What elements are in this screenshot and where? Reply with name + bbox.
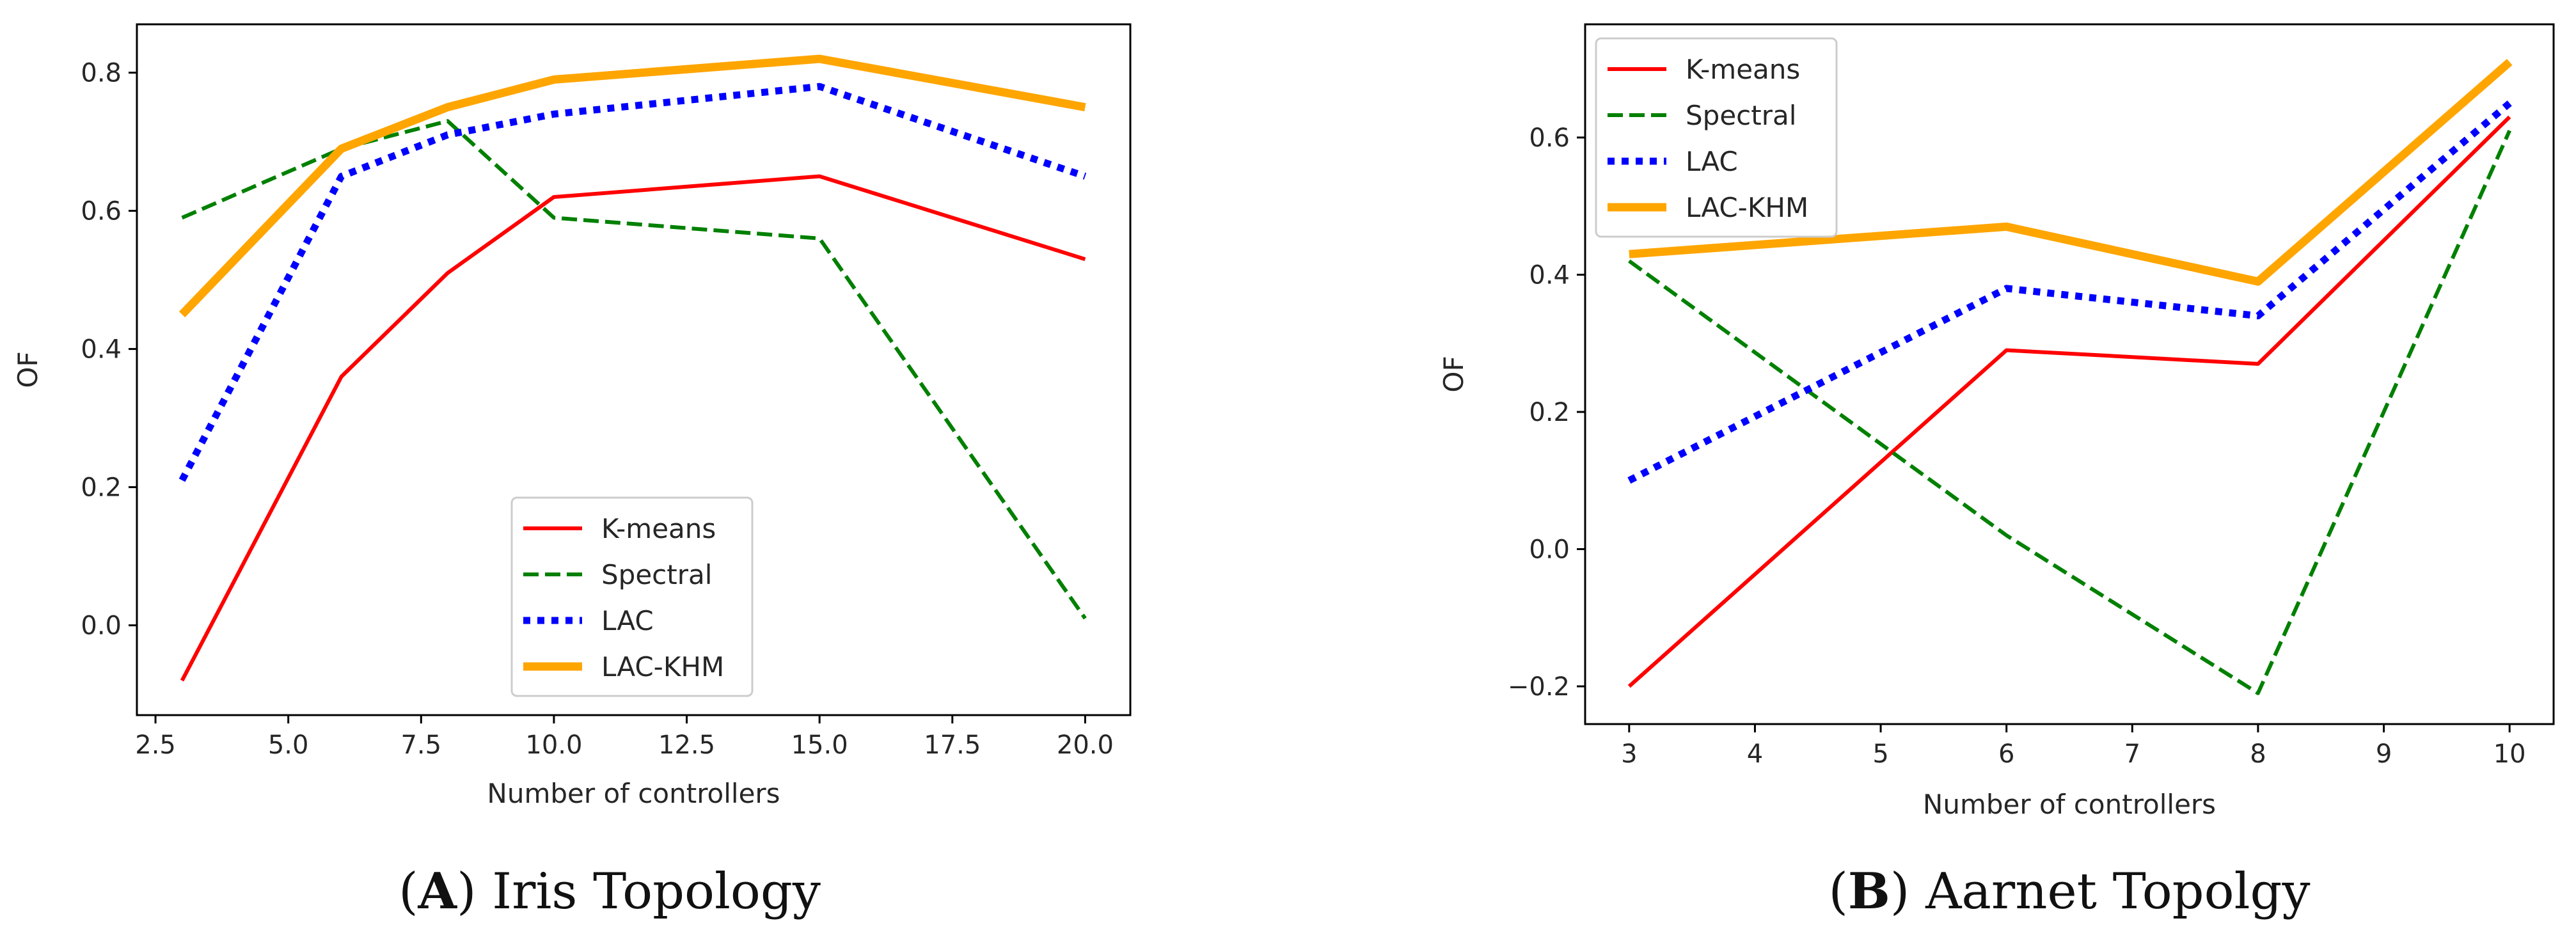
legend: K-means Spectral LAC LAC-KHM — [1595, 37, 1838, 238]
legend-box — [510, 496, 754, 697]
y-tick-label: 0.4 — [1529, 260, 1570, 290]
axes-frame — [1584, 23, 2555, 725]
figure-caption: (A) Iris Topology — [399, 862, 821, 920]
x-tick-label: 4 — [1747, 739, 1763, 769]
x-tick-label: 10 — [2493, 739, 2526, 769]
y-tick-label: 0.6 — [81, 197, 122, 226]
series-group — [1627, 59, 2513, 695]
caption-panel-letter: B — [1848, 862, 1890, 920]
series-line-spectral — [181, 119, 1087, 620]
y-tick-label: 0.0 — [1529, 535, 1570, 565]
caption-open-paren: ( — [399, 863, 418, 920]
caption-close-paren: ) — [457, 863, 476, 920]
y-tick-label: −0.2 — [1508, 672, 1570, 702]
legend-label-lac-khm: LAC-KHM — [1686, 192, 1808, 223]
x-tick-label: 7.5 — [400, 730, 441, 760]
legend-label-k-means: K-means — [601, 513, 716, 544]
legend-label-spectral: Spectral — [601, 559, 712, 590]
chart-aarnet-topology: 3 4 5 6 7 8 9 10 −0.2 0.0 0.2 0.4 0.6 Number of contr… — [1438, 23, 2555, 920]
series-line-lac-khm — [1629, 59, 2513, 286]
caption-title: Iris Topology — [477, 863, 821, 920]
legend: K-means Spectral LAC LAC-KHM — [510, 496, 754, 697]
x-tick-label: 5.0 — [268, 730, 309, 760]
x-tick-label: 20.0 — [1057, 730, 1114, 760]
y-tick-label: 0.2 — [1529, 398, 1570, 427]
chart-iris-topology: 2.5 5.0 7.5 10.0 12.5 15.0 17.5 20.0 0.0 0.2 0.4 0.… — [12, 23, 1132, 920]
x-tick-label: 10.0 — [525, 730, 582, 760]
legend-label-k-means: K-means — [1686, 54, 1800, 85]
series-line-lac-khm — [178, 54, 1086, 318]
x-axis-label: Number of controllers — [1923, 789, 2216, 820]
x-tick-label: 9 — [2376, 739, 2392, 769]
y-tick-label: 0.6 — [1529, 123, 1570, 153]
y-tick-label: 0.4 — [81, 335, 122, 365]
legend-box — [1595, 37, 1838, 238]
legend-label-lac-khm: LAC-KHM — [601, 651, 724, 683]
x-tick-label: 8 — [2250, 739, 2266, 769]
x-tick-label: 3 — [1621, 739, 1637, 769]
y-tick-label: 0.0 — [81, 612, 122, 641]
x-tick-label: 2.5 — [135, 730, 176, 760]
legend-label-lac: LAC — [1686, 146, 1738, 177]
figure-caption: (B) Aarnet Topolgy — [1828, 862, 2310, 920]
axes-frame — [136, 23, 1132, 716]
series-line-k-means — [1627, 115, 2511, 688]
legend-label-spectral: Spectral — [1686, 100, 1796, 131]
caption-panel-letter: A — [418, 862, 458, 920]
series-line-spectral — [1628, 129, 2511, 695]
caption-close-paren: ) — [1890, 863, 1909, 920]
series-line-lac — [1627, 100, 2512, 484]
legend-label-lac: LAC — [601, 605, 654, 636]
x-tick-label: 12.5 — [658, 730, 715, 760]
y-tick-label: 0.8 — [81, 59, 122, 88]
caption-title: Aarnet Topolgy — [1909, 863, 2310, 920]
series-line-k-means — [180, 174, 1086, 682]
y-axis-label: OF — [12, 351, 43, 388]
x-tick-label: 15.0 — [791, 730, 848, 760]
series-line-lac — [178, 83, 1087, 482]
caption-open-paren: ( — [1828, 863, 1847, 920]
x-tick-label: 6 — [1998, 739, 2014, 769]
x-tick-label: 5 — [1872, 739, 1888, 769]
y-axis-label: OF — [1438, 356, 1469, 392]
y-tick-label: 0.2 — [81, 473, 122, 503]
x-tick-label: 17.5 — [924, 730, 981, 760]
x-tick-label: 7 — [2124, 739, 2140, 769]
x-axis-label: Number of controllers — [487, 778, 780, 809]
series-group — [178, 54, 1087, 682]
